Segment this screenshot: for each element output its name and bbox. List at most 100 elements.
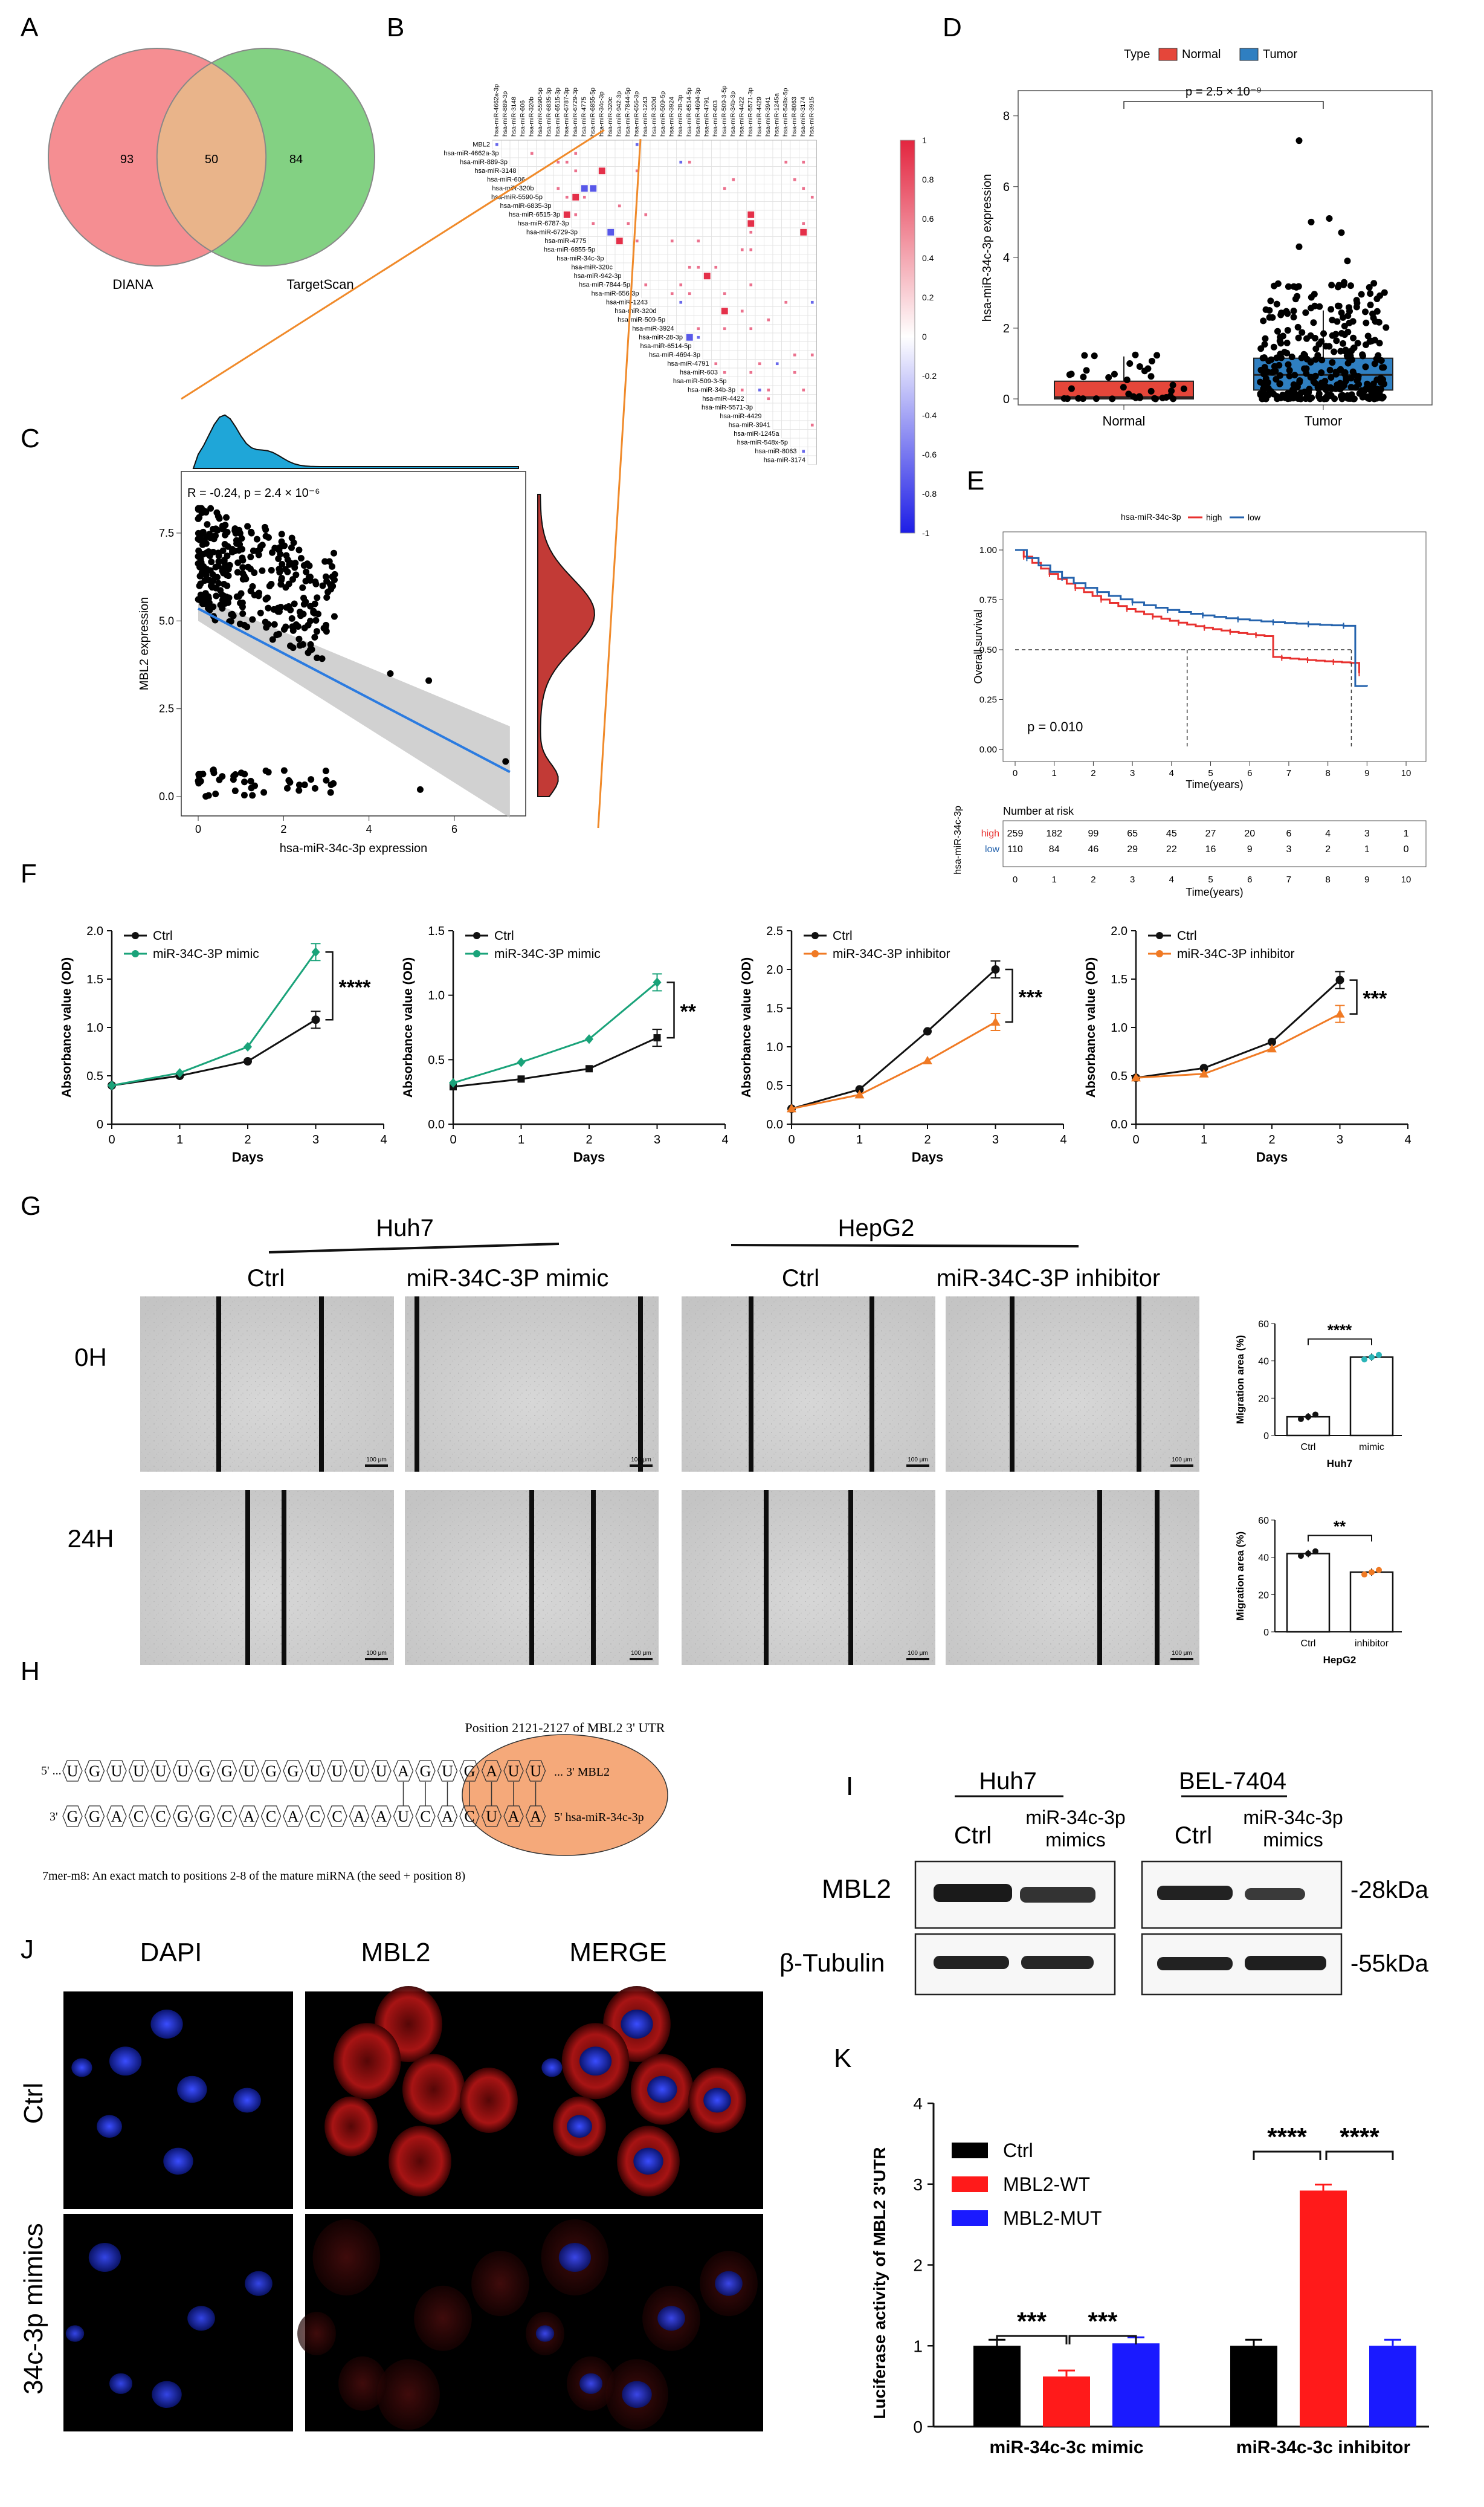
luc-category-label: miR-34c-3c inhibitor: [1236, 2437, 1411, 2457]
heatmap-scale-label: -0.4: [922, 410, 937, 420]
line-chart-ytick-label: 1.5: [766, 1002, 783, 1015]
survival-legend-high: high: [1206, 513, 1222, 522]
risk-ylabel: hsa-miR-34c-3p: [953, 806, 963, 875]
heatmap-cell: [562, 166, 572, 176]
heatmap-cell: [755, 262, 764, 272]
boxplot-point-tumor: [1338, 229, 1345, 236]
scatter-point: [219, 605, 226, 612]
boxplot-point-tumor: [1336, 367, 1343, 374]
heatmap-cell: [737, 140, 747, 149]
heatmap-cell: [807, 219, 817, 228]
heatmap-cell: [772, 271, 782, 281]
heatmap-cell: [711, 289, 721, 299]
scatter-point: [327, 781, 335, 789]
heatmap-cell: [729, 236, 738, 246]
scatter-point: [282, 584, 289, 591]
scratch-edge-left: [415, 1296, 419, 1472]
scatter-point: [269, 549, 276, 556]
luc-ytick-label: 4: [913, 2094, 923, 2113]
scatter-ylabel: MBL2 expression: [138, 597, 151, 691]
heatmap-cell: [667, 140, 677, 149]
heatmap-cell: [772, 157, 782, 167]
heatmap-cell: [615, 262, 624, 272]
migration-sig-bracket: [1308, 1535, 1372, 1542]
line-point: [586, 1065, 593, 1073]
risk-high-label: high: [981, 829, 999, 839]
heatmap-cell: [720, 254, 729, 264]
heatmap-cell: [632, 271, 642, 281]
boxplot-point-tumor: [1267, 297, 1274, 305]
heatmap-mark: [732, 178, 735, 181]
heatmap-cell: [807, 184, 817, 193]
heatmap-cell: [702, 201, 712, 211]
luc-ylabel: Luciferase activity of MBL2 3'UTR: [870, 2147, 889, 2419]
luc-bar-ctrl: [973, 2346, 1021, 2427]
heatmap-cell: [624, 149, 633, 158]
boxplot-ytick-label: 8: [1003, 110, 1010, 123]
heatmap-cell: [624, 184, 633, 193]
heatmap-cell: [685, 201, 694, 211]
sequence-bot-hexagon: [172, 1805, 193, 1827]
scatter-point: [196, 572, 204, 580]
boxplot-point-tumor: [1296, 394, 1303, 401]
boxplot-point-tumor: [1331, 348, 1338, 355]
boxplot-legend-tumor: Tumor: [1263, 48, 1297, 61]
risk-low-value: 0: [1404, 844, 1409, 855]
scatter-point: [318, 655, 326, 662]
heatmap-cell: [667, 192, 677, 202]
scatter-point: [387, 670, 394, 678]
heatmap-cell: [772, 192, 782, 202]
scatter-point: [206, 552, 213, 559]
heatmap-cell: [544, 149, 554, 158]
heatmap-cell: [694, 140, 703, 149]
scatter-point: [253, 535, 260, 543]
if-col-mbl2: MBL2: [361, 1938, 431, 1967]
boxplot-point-normal: [1180, 385, 1187, 392]
heatmap-cell: [755, 184, 764, 193]
scatter-point: [197, 558, 204, 565]
heatmap-row-label: hsa-miR-5590-5p: [491, 193, 543, 201]
heatmap-mark: [802, 222, 805, 225]
heatmap-cell: [772, 297, 782, 307]
line-series-1: [111, 951, 317, 1087]
heatmap-cell: [764, 236, 773, 246]
heatmap-row-label: hsa-miR-3941: [729, 421, 770, 429]
line-legend-label: Ctrl: [494, 929, 514, 943]
heatmap-cell: [702, 236, 712, 246]
heatmap-cell: [755, 210, 764, 219]
heatmap-cell: [641, 227, 651, 237]
heatmap-cell: [641, 245, 651, 254]
scatter-point: [295, 787, 303, 794]
heatmap-cell: [597, 227, 607, 237]
heatmap-cell: [527, 140, 537, 149]
scatter-point: [218, 591, 225, 598]
scratch-edge-left: [764, 1490, 769, 1665]
heatmap-cell: [676, 227, 686, 237]
scatter-point: [245, 563, 252, 571]
boxplot-point-tumor: [1353, 297, 1360, 304]
heatmap-cell: [694, 280, 703, 290]
heatmap-cell: [729, 157, 738, 167]
heatmap-row-label: hsa-miR-1243: [606, 299, 648, 306]
boxplot-point-normal: [1144, 365, 1152, 372]
heatmap-cell: [702, 332, 712, 342]
heatmap-cell: [650, 297, 659, 307]
heatmap-mark: [793, 370, 796, 374]
heatmap-cell: [711, 315, 721, 325]
heatmap-cell: [755, 297, 764, 307]
heatmap-cell: [799, 236, 808, 246]
heatmap-mark: [688, 160, 691, 164]
heatmap-cell: [729, 184, 738, 193]
boxplot-point-tumor: [1362, 341, 1369, 348]
heatmap-cell: [694, 289, 703, 299]
heatmap-cell: [790, 236, 799, 246]
boxplot-point-tumor: [1314, 352, 1321, 359]
heatmap-cell: [764, 359, 773, 369]
heatmap-cell: [799, 412, 808, 421]
survival-xtick-label: 9: [1364, 768, 1369, 778]
heatmap-cell: [799, 262, 808, 272]
line-chart-ytick-label: 0.5: [766, 1079, 783, 1093]
heatmap-cell: [720, 149, 729, 158]
boxplot-point-tumor: [1326, 343, 1333, 350]
risk-low-label: low: [985, 844, 999, 855]
